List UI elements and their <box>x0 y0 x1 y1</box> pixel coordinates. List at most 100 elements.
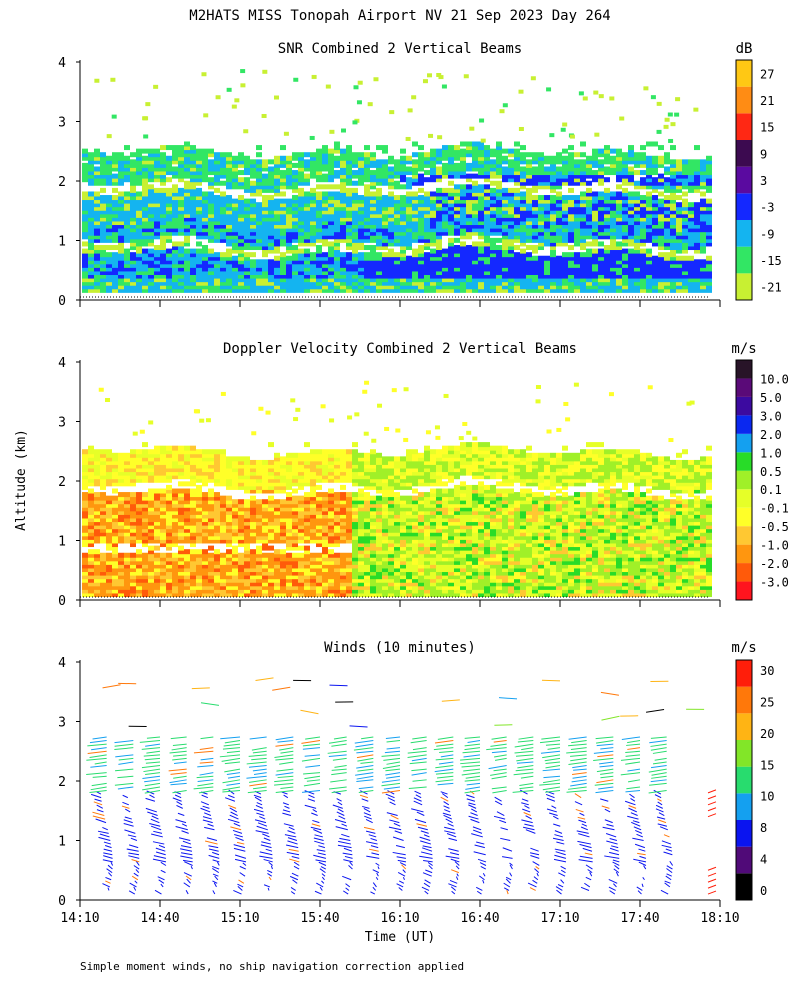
snr-cell <box>310 220 316 226</box>
snr-cell <box>352 173 358 179</box>
snr-cell <box>220 220 226 226</box>
snr-cell <box>460 277 466 283</box>
snr-cell <box>544 209 550 215</box>
snr-cell <box>526 220 532 226</box>
doppler-cell <box>232 588 238 594</box>
snr-cell <box>700 173 706 179</box>
doppler-cell <box>190 477 196 483</box>
snr-cell <box>196 252 202 258</box>
doppler-cell <box>166 574 172 580</box>
snr-cell <box>406 205 412 211</box>
doppler-cell <box>88 563 94 569</box>
snr-cell <box>418 177 424 183</box>
doppler-cell <box>148 470 154 476</box>
snr-cell <box>292 198 298 204</box>
snr-cell <box>172 195 178 201</box>
snr-cell <box>100 266 106 272</box>
doppler-cell <box>160 502 166 508</box>
snr-cell <box>568 223 574 229</box>
snr-cell <box>526 170 532 176</box>
snr-cell <box>334 237 340 243</box>
doppler-cell <box>112 588 118 594</box>
snr-cell <box>418 205 424 211</box>
snr-cell <box>502 216 508 222</box>
snr-cell <box>304 277 310 283</box>
doppler-cell <box>136 456 142 462</box>
doppler-cell <box>220 463 226 469</box>
snr-cell <box>676 237 682 243</box>
doppler-cell <box>160 467 166 473</box>
snr-cell <box>418 230 424 236</box>
snr-cell <box>220 166 226 172</box>
snr-cell <box>640 223 646 229</box>
doppler-cell <box>250 499 256 505</box>
doppler-cell <box>118 581 124 587</box>
doppler-cell <box>226 474 232 480</box>
snr-cell <box>646 287 652 293</box>
doppler-cell <box>100 559 106 565</box>
snr-cell <box>184 287 190 293</box>
doppler-cell <box>106 499 112 505</box>
doppler-cell <box>184 592 190 598</box>
snr-cell <box>700 170 706 176</box>
doppler-cell <box>82 592 88 598</box>
snr-cell <box>100 227 106 233</box>
snr-cell <box>106 287 112 293</box>
snr-cell <box>514 216 520 222</box>
doppler-cell <box>118 552 124 558</box>
doppler-cell <box>166 527 172 533</box>
snr-cell <box>472 205 478 211</box>
snr-cell <box>406 209 412 215</box>
doppler-cell <box>130 559 136 565</box>
snr-cell <box>700 212 706 218</box>
snr-cell <box>292 216 298 222</box>
snr-cell <box>310 155 316 161</box>
snr-cell <box>280 270 286 276</box>
snr-cell <box>124 255 130 261</box>
snr-cell <box>400 262 406 268</box>
snr-cell <box>544 277 550 283</box>
snr-cell <box>364 195 370 201</box>
snr-cell <box>166 270 172 276</box>
snr-cell <box>502 198 508 204</box>
snr-cell <box>634 209 640 215</box>
doppler-cell <box>208 513 214 519</box>
doppler-cell <box>238 456 244 462</box>
snr-cell <box>172 155 178 161</box>
snr-cell <box>136 259 142 265</box>
doppler-cell <box>238 509 244 515</box>
doppler-cell <box>214 577 220 583</box>
snr-cell <box>178 270 184 276</box>
doppler-cell <box>82 477 88 483</box>
snr-cell <box>244 155 250 161</box>
snr-cell <box>526 245 532 251</box>
snr-cell <box>100 166 106 172</box>
snr-cell <box>298 248 304 254</box>
snr-cell <box>574 166 580 172</box>
snr-cell <box>502 177 508 183</box>
snr-cell <box>334 148 340 154</box>
doppler-cell <box>94 534 100 540</box>
snr-cell <box>430 162 436 168</box>
snr-cell <box>442 148 448 154</box>
snr-cell <box>598 177 604 183</box>
doppler-cell <box>142 456 148 462</box>
snr-cell <box>184 223 190 229</box>
snr-cell <box>112 284 118 290</box>
snr-cell <box>466 191 472 197</box>
doppler-cell <box>178 556 184 562</box>
snr-cell <box>550 230 556 236</box>
snr-cell <box>256 234 262 240</box>
snr-cell <box>484 252 490 258</box>
snr-cell <box>322 209 328 215</box>
snr-cell <box>598 273 604 279</box>
doppler-cell <box>184 584 190 590</box>
doppler-cell <box>208 531 214 537</box>
doppler-cell <box>130 474 136 480</box>
snr-cell <box>694 184 700 190</box>
snr-cell <box>346 191 352 197</box>
snr-cell <box>688 277 694 283</box>
snr-cell <box>322 252 328 258</box>
snr-cell <box>280 237 286 243</box>
snr-cell <box>382 234 388 240</box>
